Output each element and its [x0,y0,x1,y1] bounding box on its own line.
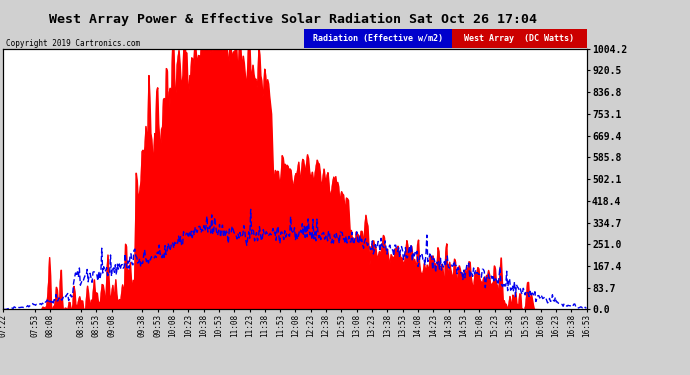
Text: West Array  (DC Watts): West Array (DC Watts) [464,34,574,43]
Text: West Array Power & Effective Solar Radiation Sat Oct 26 17:04: West Array Power & Effective Solar Radia… [49,13,538,26]
Text: Copyright 2019 Cartronics.com: Copyright 2019 Cartronics.com [6,39,139,48]
Text: Radiation (Effective w/m2): Radiation (Effective w/m2) [313,34,443,43]
